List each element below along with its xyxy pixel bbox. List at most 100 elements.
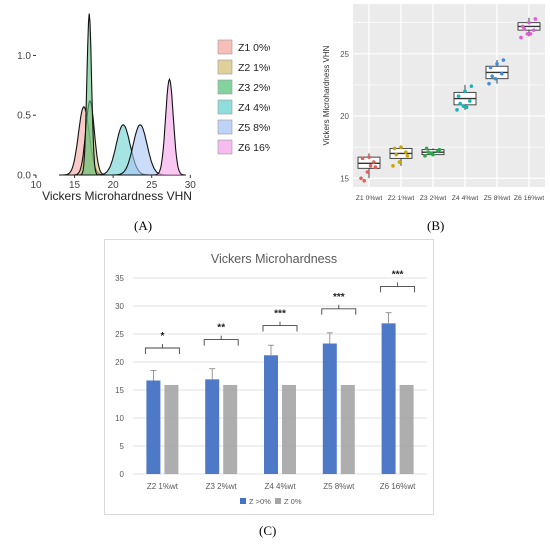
x-tick-label-c: Z6 16%wt bbox=[380, 482, 416, 491]
x-tick-label-b: Z4 4%wt bbox=[452, 195, 479, 202]
data-point bbox=[493, 76, 498, 81]
x-tick-label-b: Z5 8%wt bbox=[484, 195, 511, 202]
bar-z-gt-0 bbox=[205, 379, 220, 474]
data-point bbox=[391, 164, 395, 168]
bar-z-gt-0 bbox=[146, 380, 161, 474]
data-point bbox=[424, 146, 429, 151]
data-point bbox=[463, 89, 467, 93]
data-point bbox=[525, 32, 530, 36]
data-point bbox=[399, 145, 403, 149]
panel-label-c: (C) bbox=[259, 523, 277, 538]
chart-title-c: Vickers Microhardness bbox=[211, 252, 337, 266]
data-point bbox=[522, 27, 526, 31]
legend-label-a: Z1 0%wt bbox=[238, 42, 270, 54]
significance-bracket bbox=[321, 304, 357, 315]
data-point bbox=[500, 71, 504, 76]
data-point bbox=[397, 160, 402, 164]
y-tick-label-b: 20 bbox=[340, 112, 349, 121]
bar-z-gt-0 bbox=[381, 323, 396, 474]
boxplot-chart-b: 15 20 25 Vickers Microhardness VHN Z1 0%wt Z2… bbox=[322, 4, 545, 202]
data-point bbox=[423, 154, 427, 158]
y-tick-label-a: 0.0 bbox=[17, 171, 31, 182]
panel-label-a: (A) bbox=[134, 218, 153, 233]
data-point bbox=[458, 101, 462, 106]
data-point bbox=[394, 152, 398, 157]
y-tick-label-c: 30 bbox=[115, 302, 124, 311]
data-point bbox=[359, 176, 363, 181]
data-point bbox=[532, 28, 536, 32]
legend-label-a: Z4 4%wt bbox=[238, 102, 270, 114]
x-tick-label-c: Z5 8%wt bbox=[323, 482, 355, 491]
density-area-6 bbox=[59, 79, 187, 175]
bar-z-gt-0 bbox=[322, 343, 337, 474]
plot-background-b bbox=[353, 4, 545, 187]
significance-bracket bbox=[262, 321, 298, 332]
bar-z-gt-0 bbox=[264, 355, 278, 474]
significance-label: *** bbox=[392, 269, 404, 280]
legend-key-a bbox=[217, 99, 233, 115]
y-tick-label-c: 0 bbox=[120, 470, 125, 479]
x-tick-label-c: Z2 1%wt bbox=[147, 482, 179, 491]
y-tick-label-c: 25 bbox=[115, 330, 124, 339]
data-point bbox=[405, 154, 410, 158]
legend-label-a: Z3 2%wt bbox=[238, 82, 270, 94]
x-tick-label-c: Z4 4%wt bbox=[264, 482, 296, 491]
legend-key-a bbox=[217, 139, 233, 155]
x-tick-label-a: 15 bbox=[69, 180, 81, 191]
significance-label: * bbox=[160, 331, 164, 342]
data-point bbox=[469, 84, 474, 88]
data-point bbox=[468, 99, 472, 103]
data-point bbox=[527, 20, 531, 25]
significance-label: *** bbox=[333, 292, 345, 303]
density-area-4 bbox=[59, 124, 187, 175]
panel-label-b: (B) bbox=[427, 218, 445, 233]
data-point bbox=[490, 74, 494, 79]
data-point bbox=[437, 147, 442, 152]
significance-bracket bbox=[380, 282, 416, 293]
legend-key-a bbox=[217, 79, 233, 95]
legend-label-z-0: Z 0% bbox=[284, 497, 302, 506]
data-point bbox=[461, 104, 466, 108]
x-tick-label-a: 30 bbox=[185, 180, 197, 191]
bar-z-0 bbox=[282, 384, 296, 474]
legend-label-a: Z2 1%wt bbox=[238, 62, 270, 74]
data-point bbox=[495, 61, 499, 66]
data-point bbox=[426, 150, 430, 154]
legend-key-z-gt-0 bbox=[240, 498, 246, 504]
significance-bracket bbox=[144, 344, 180, 354]
significance-bracket bbox=[203, 335, 239, 346]
data-point bbox=[360, 156, 365, 161]
data-point bbox=[404, 150, 408, 154]
data-point bbox=[519, 35, 523, 40]
x-axis-label-a: Vickers Microhardness VHN bbox=[42, 189, 192, 203]
data-point bbox=[501, 58, 506, 62]
bar-z-0 bbox=[164, 384, 179, 474]
data-point bbox=[464, 105, 469, 110]
x-tick-label-c: Z3 2%wt bbox=[206, 482, 238, 491]
data-point bbox=[367, 155, 371, 159]
data-point bbox=[392, 146, 397, 151]
legend-key-z-0 bbox=[275, 498, 281, 504]
y-tick-label-b: 25 bbox=[340, 50, 349, 59]
y-tick-label-c: 20 bbox=[115, 358, 124, 367]
y-tick-label-c: 5 bbox=[120, 442, 125, 451]
significance-label: ** bbox=[217, 323, 225, 334]
bar-z-0 bbox=[399, 384, 414, 474]
data-point bbox=[528, 32, 533, 36]
data-point bbox=[533, 17, 538, 21]
data-point bbox=[456, 94, 461, 98]
legend-label-a: Z5 8%wt bbox=[238, 122, 270, 134]
y-tick-label-b: 15 bbox=[340, 174, 349, 183]
data-point bbox=[368, 164, 373, 168]
data-point bbox=[372, 160, 376, 164]
legend-key-a bbox=[217, 59, 233, 75]
y-tick-label-c: 15 bbox=[115, 386, 124, 395]
significance-label: *** bbox=[274, 309, 286, 320]
x-tick-label-b: Z1 0%wt bbox=[356, 195, 383, 202]
data-point bbox=[373, 165, 378, 169]
data-point bbox=[488, 65, 493, 70]
data-point bbox=[431, 152, 435, 157]
bar-chart-c: Vickers Microhardness 0 5 10 15 20 25 30 35 * Z2 1… bbox=[115, 252, 427, 506]
bar-chart-frame: Vickers Microhardness 0 5 10 15 20 25 30 35 * Z2 1… bbox=[104, 239, 434, 515]
